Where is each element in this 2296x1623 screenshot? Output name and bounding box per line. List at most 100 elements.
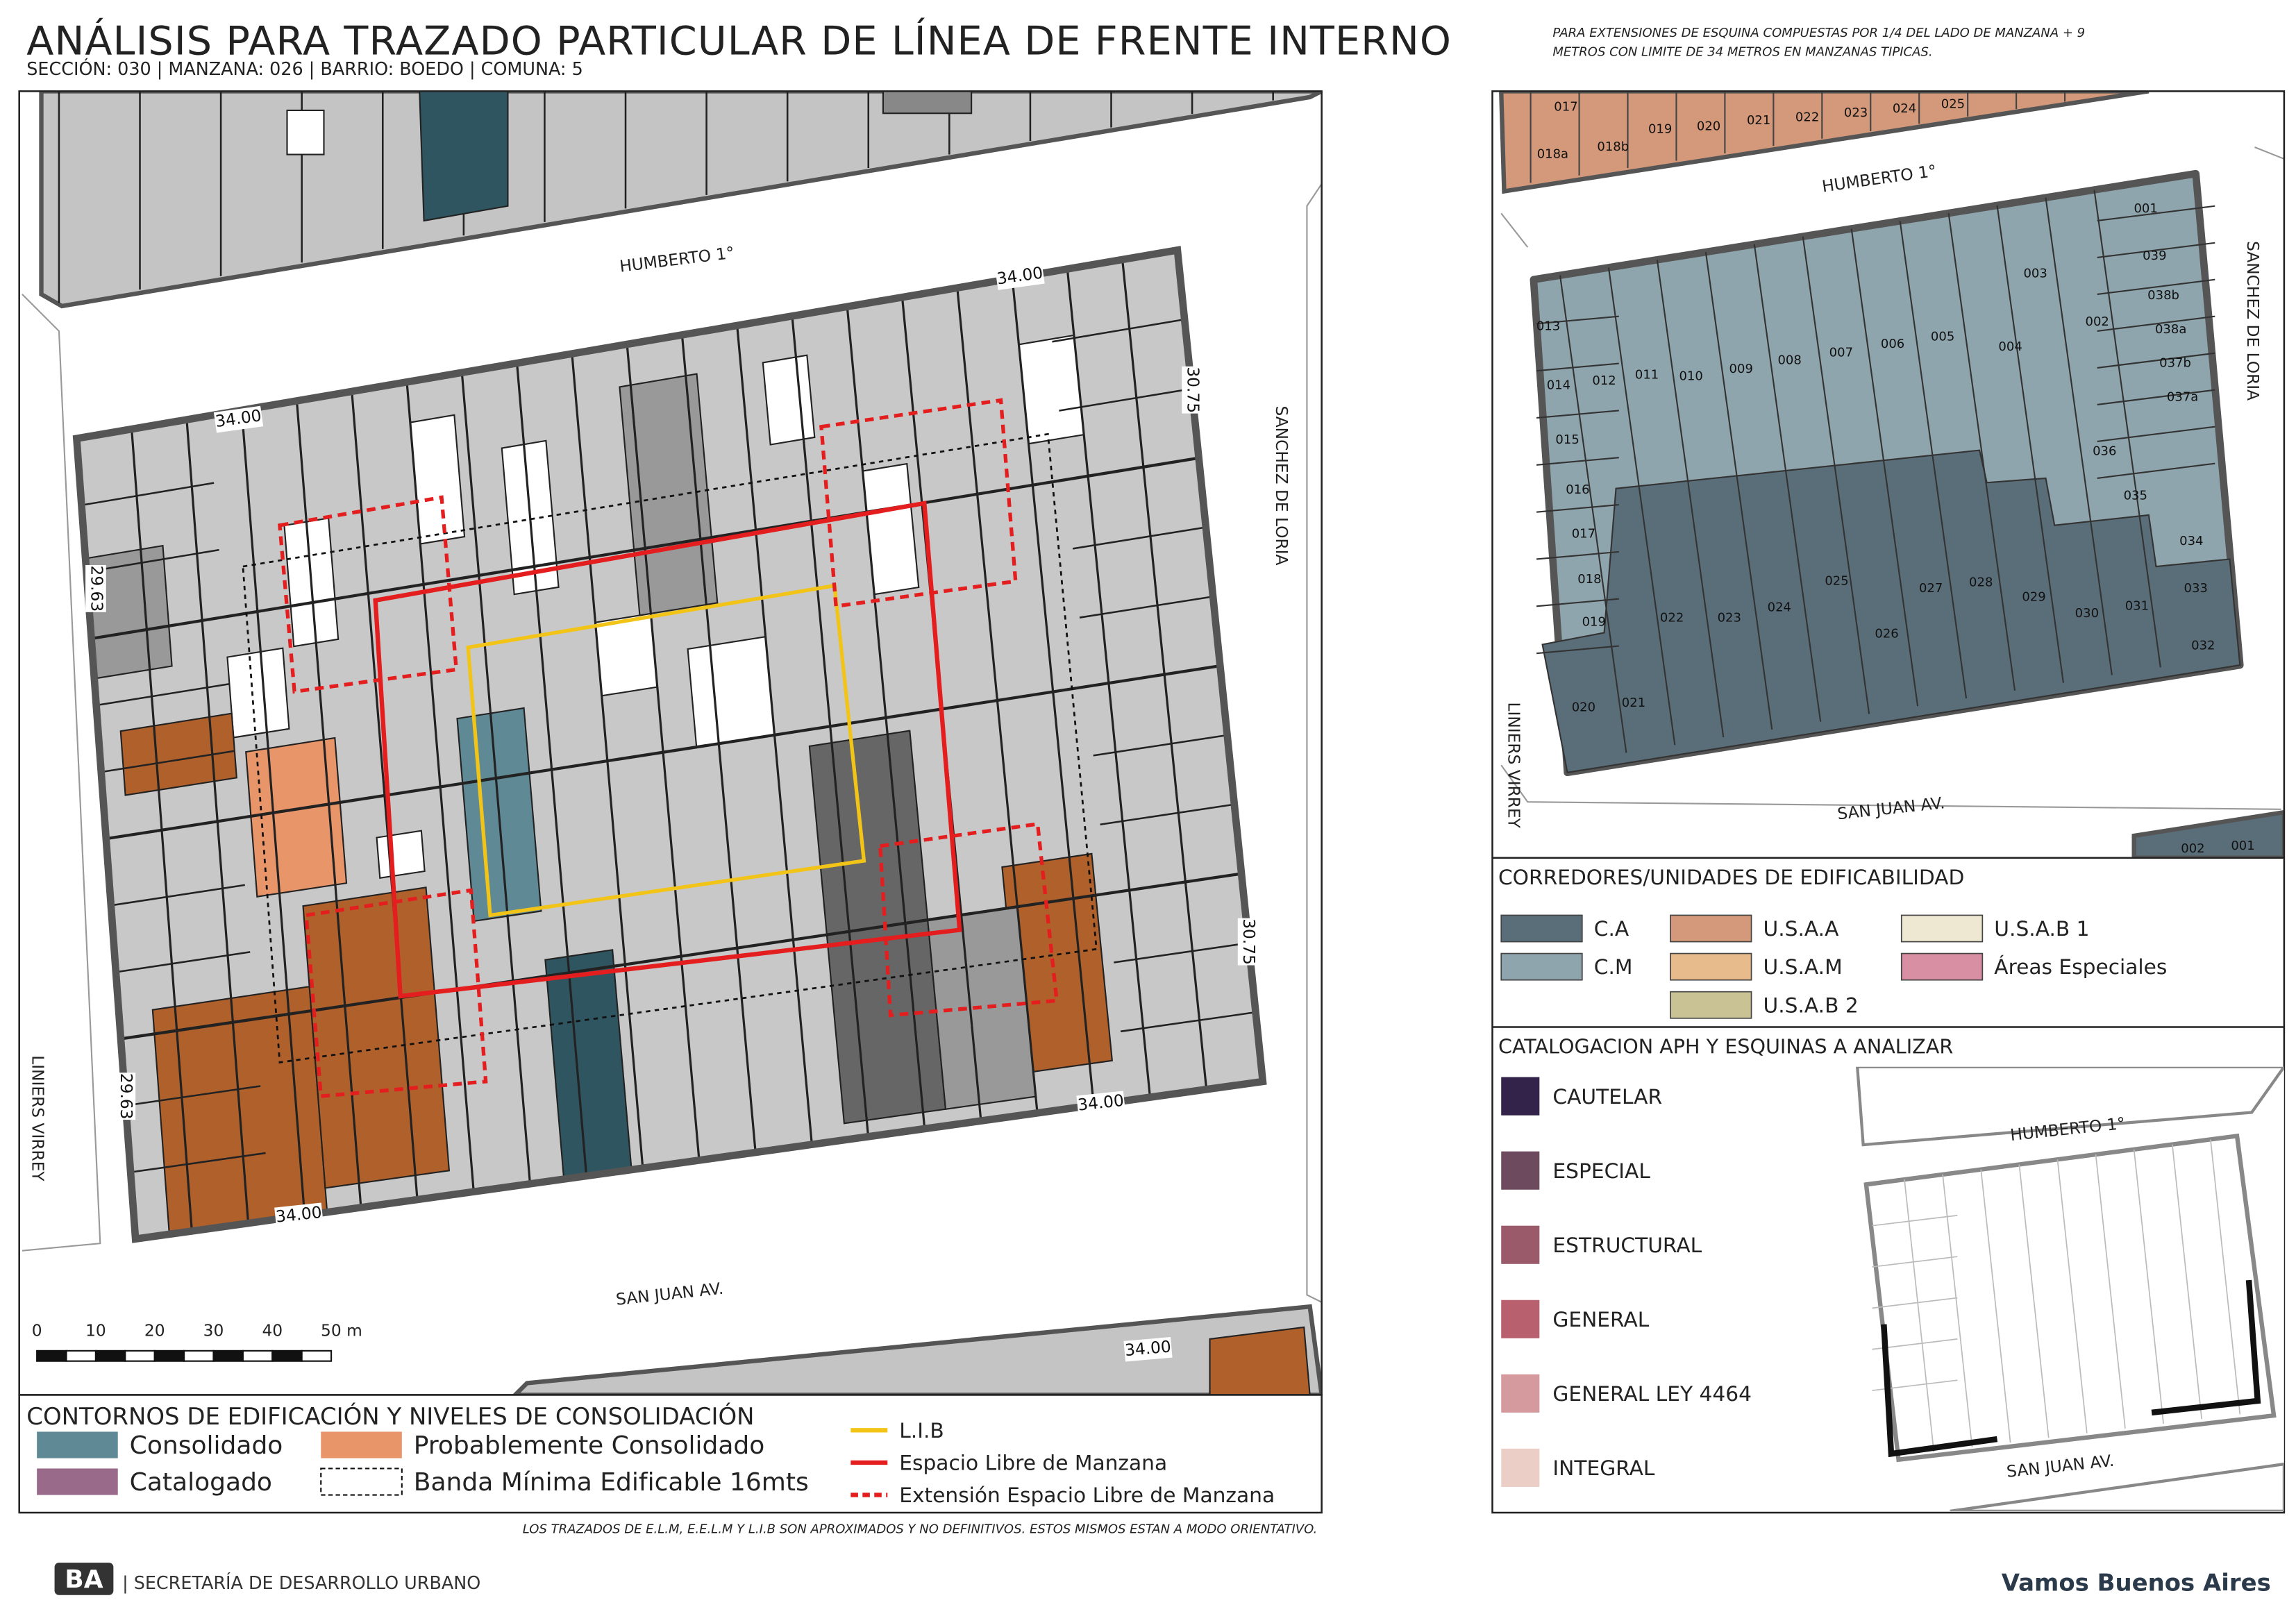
scale-label: 0 — [32, 1322, 42, 1340]
parcel-line — [91, 616, 225, 640]
lot-number: 004 — [1998, 339, 2022, 354]
lot-number: 007 — [1829, 346, 1853, 360]
lot-number: 023 — [1844, 106, 1868, 120]
legend-swatch — [1900, 914, 1984, 943]
lot-number: 017 — [1554, 100, 1577, 115]
legend-label: C.M — [1594, 955, 1633, 979]
legend-label: Catalogado — [130, 1468, 272, 1497]
parcel-line — [120, 1018, 255, 1040]
parcel-line — [1996, 205, 2064, 683]
parcel-line — [2093, 190, 2161, 668]
parcel-line — [1704, 251, 1773, 730]
lot-number: 030 — [2075, 606, 2099, 621]
lot-number: 022 — [1660, 610, 1684, 625]
lot-number: 006 — [1881, 337, 1904, 351]
legend-title: CATALOGACION APH Y ESQUINAS A ANALIZAR — [1498, 1035, 1953, 1059]
lot-number: 022 — [1795, 110, 1819, 125]
legend-label: ESTRUCTURAL — [1552, 1233, 1702, 1257]
block — [1856, 1066, 2284, 1147]
street-name: LINIERS VIRREY — [1505, 703, 1523, 829]
street-name: SANCHEZ DE LORIA — [2243, 241, 2262, 401]
lot-number: 002 — [2181, 841, 2204, 856]
legend-label: U.S.A.B 2 — [1763, 993, 1859, 1017]
lot-number: 002 — [2086, 314, 2109, 329]
lot-number: 018a — [1537, 147, 1568, 162]
scale-bar — [183, 1349, 215, 1362]
legend-swatch — [37, 1468, 118, 1495]
corner — [2151, 1279, 2261, 1416]
legend-label: INTEGRAL — [1552, 1456, 1654, 1480]
lot-number: 017 — [1572, 526, 1595, 541]
lot-number: 037b — [2159, 356, 2191, 371]
lot-number: 018 — [1577, 572, 1601, 587]
corner — [1881, 1324, 1998, 1458]
band — [242, 432, 1098, 1063]
legend-swatch — [1670, 952, 1752, 981]
lot-number: 026 — [1875, 627, 1898, 641]
lot-number: 024 — [1893, 101, 1916, 116]
street-name: LINIERS VIRREY — [28, 1055, 47, 1181]
parcel-line — [106, 664, 1221, 841]
block — [1499, 91, 2150, 194]
parcel-line — [1536, 598, 1619, 607]
free-space-extension — [819, 398, 1018, 609]
building — [119, 712, 237, 796]
building — [1209, 1326, 1311, 1395]
parcel-line — [2097, 426, 2215, 442]
dimension: 30.75 — [1184, 367, 1203, 413]
dimension: 34.00 — [1124, 1337, 1172, 1360]
lot-number: 029 — [2022, 590, 2045, 605]
free-space-extension — [878, 822, 1059, 1018]
legend-label: Probablemente Consolidado — [414, 1431, 765, 1460]
lot-number: 033 — [2184, 581, 2208, 596]
legend-title: CORREDORES/UNIDADES DE EDIFICABILIDAD — [1498, 865, 1964, 889]
building — [302, 886, 451, 1189]
parcel-line — [91, 456, 1199, 641]
legend-label: GENERAL — [1552, 1307, 1649, 1331]
lot-number: 016 — [1566, 482, 1589, 497]
lot-number: 036 — [2093, 444, 2116, 459]
lot-number: 019 — [1582, 615, 1606, 630]
void — [376, 830, 426, 880]
parcel-line — [1536, 457, 1619, 466]
parcel-line — [1872, 1215, 1958, 1227]
lot-number: 005 — [1931, 329, 1954, 344]
legend-label: Extensión Espacio Libre de Manzana — [899, 1483, 1275, 1507]
void — [286, 109, 325, 155]
parcel-line — [2018, 1164, 2050, 1438]
legend-swatch — [320, 1468, 403, 1496]
parcel-line — [110, 884, 245, 907]
parcel-line — [2210, 1139, 2241, 1415]
lot-number: 037a — [2167, 389, 2198, 404]
parcel-line — [1066, 457, 1199, 481]
legend-swatch — [321, 1431, 402, 1458]
title: ANÁLISIS PARA TRAZADO PARTICULAR DE LÍNE… — [26, 17, 1452, 64]
legend-swatch — [1501, 1300, 1540, 1338]
parcel-line — [1107, 873, 1242, 895]
dimension-bg — [1123, 1337, 1173, 1362]
legend-swatch — [1501, 1151, 1540, 1190]
parcel-line — [2097, 242, 2215, 258]
brand: Vamos Buenos Aires — [2002, 1569, 2271, 1596]
block — [1863, 1133, 2277, 1463]
legend-swatch — [1670, 991, 1752, 1019]
legend-swatch — [1501, 1077, 1540, 1116]
dimension-bg — [1182, 366, 1203, 414]
lot-number: 038a — [2155, 322, 2186, 337]
dimension-bg — [995, 263, 1045, 290]
parcel-line — [2171, 1144, 2203, 1420]
dimension-bg — [213, 405, 264, 433]
dimension: 29.63 — [87, 566, 106, 612]
dimension-bg — [115, 1073, 136, 1120]
block — [39, 91, 1322, 309]
lot-number: 025 — [1825, 573, 1848, 588]
lot-number: 009 — [1729, 362, 1753, 376]
lot-number: 020 — [1697, 119, 1720, 133]
parcel-line — [1059, 387, 1192, 412]
legend-title: CONTORNOS DE EDIFICACIÓN Y NIVELES DE CO… — [26, 1402, 754, 1430]
parcel-line — [2045, 197, 2113, 675]
parcel-line — [1753, 244, 1822, 722]
scale-bar — [65, 1349, 97, 1362]
parcel-line — [2056, 1159, 2088, 1433]
